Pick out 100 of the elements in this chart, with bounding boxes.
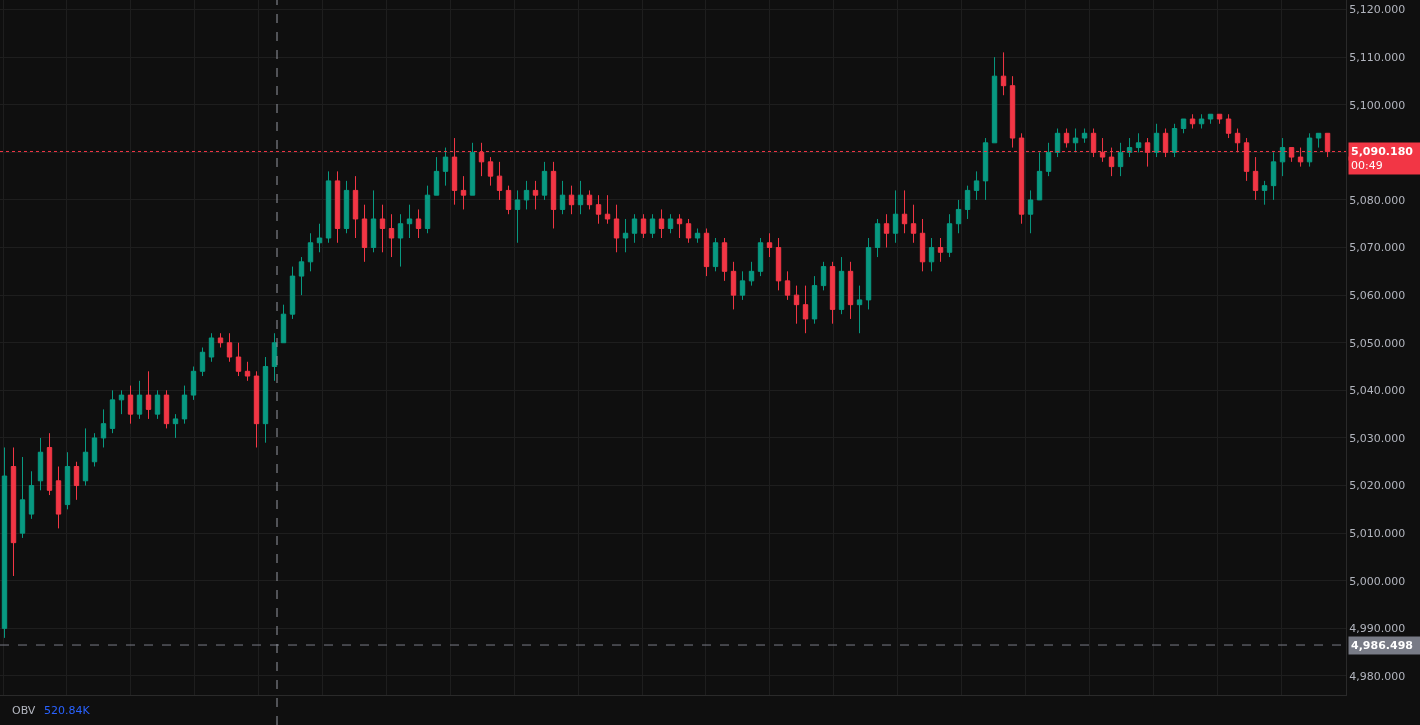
candlestick (370, 189, 377, 253)
candlestick (667, 213, 674, 234)
candlestick (883, 213, 890, 249)
candlestick (856, 285, 863, 334)
candlestick (100, 408, 107, 448)
candlestick (1081, 128, 1088, 144)
candlestick (73, 461, 80, 501)
candlestick (397, 213, 404, 268)
candlestick (1306, 132, 1313, 168)
candlestick (1198, 113, 1205, 130)
candlestick (55, 466, 62, 529)
candlestick (442, 147, 449, 187)
candlestick (145, 370, 152, 420)
candlestick (748, 261, 755, 287)
candlestick (658, 208, 665, 239)
candlestick (46, 432, 53, 496)
candlestick (559, 180, 566, 215)
candlestick (982, 137, 989, 201)
candlestick (307, 232, 314, 272)
candlestick (649, 213, 656, 239)
y-tick-label: 4,980.000 (1349, 669, 1406, 683)
candlestick (757, 237, 764, 277)
candlestick (874, 218, 881, 258)
candlestick (361, 204, 368, 263)
candlestick (1045, 142, 1052, 177)
candlestick (262, 356, 269, 444)
candlestick (154, 389, 161, 420)
candlestick (298, 256, 305, 296)
candlestick (226, 332, 233, 363)
candlestick (595, 194, 602, 225)
candlestick (793, 285, 800, 325)
candlestick (838, 256, 845, 315)
candlestick (568, 185, 575, 215)
candlestick (1054, 128, 1061, 158)
candlestick (775, 237, 782, 291)
y-tick-label: 5,010.000 (1349, 527, 1406, 540)
candlestick (577, 180, 584, 215)
candlestick (109, 389, 116, 434)
candlestick (199, 347, 206, 377)
candlestick (1000, 51, 1007, 96)
candlestick (487, 156, 494, 187)
candlestick (1126, 137, 1133, 158)
candlestick (172, 413, 179, 439)
candlestick (91, 432, 98, 468)
candlestick (271, 332, 278, 382)
candlestick (64, 451, 71, 510)
candlestick (730, 261, 737, 310)
candlestick (1171, 123, 1178, 158)
candlestick (703, 227, 710, 277)
candlestick (1225, 113, 1232, 139)
candlestick (235, 342, 242, 377)
text: 00:49 (1351, 159, 1383, 172)
candlestick (325, 170, 332, 244)
candlestick (721, 237, 728, 282)
candlestick (388, 213, 395, 258)
candlestick (739, 270, 746, 301)
candlestick (1063, 128, 1070, 149)
candlestick (676, 213, 683, 239)
y-tick-label: 5,060.000 (1349, 288, 1406, 302)
candlestick (964, 185, 971, 220)
candlestick (469, 142, 476, 196)
candlestick (163, 389, 170, 429)
y-tick-label: 5,070.000 (1349, 241, 1406, 255)
candlestick (802, 285, 809, 334)
candlestick (460, 175, 467, 210)
candlestick (1072, 128, 1079, 153)
candlestick (784, 270, 791, 301)
candlestick (181, 385, 188, 425)
candlestick (136, 380, 143, 420)
candlestick (541, 161, 548, 201)
candlestick (1180, 118, 1187, 134)
candlestick (10, 446, 17, 577)
candlestick (379, 204, 386, 253)
candlestick (1027, 189, 1034, 234)
candlestick (910, 204, 917, 244)
candlestick (1, 446, 8, 639)
candlestick (217, 332, 224, 348)
candlestick (1009, 75, 1016, 149)
candlestick (820, 261, 827, 291)
candlestick (1036, 151, 1043, 201)
candlestick (640, 213, 647, 239)
candlestick (19, 456, 26, 539)
candlestick (280, 304, 287, 344)
y-tick-label: 5,050.000 (1349, 336, 1406, 350)
candlestick (928, 237, 935, 272)
candlestick (514, 189, 521, 244)
candlestick (127, 385, 134, 425)
y-tick-label: 5,030.000 (1349, 431, 1406, 445)
candlestick (712, 237, 719, 272)
candlestick (496, 161, 503, 201)
candlestick (892, 189, 899, 244)
candlestick (352, 175, 359, 239)
candlestick (685, 218, 692, 244)
candlestick (505, 185, 512, 215)
candlestick (1252, 156, 1259, 201)
candlestick (244, 361, 251, 382)
candlestick (766, 232, 773, 258)
candlestick (1261, 180, 1268, 206)
candlestick (1207, 113, 1214, 125)
ref-line-label: 5,090.180 (1351, 145, 1414, 158)
